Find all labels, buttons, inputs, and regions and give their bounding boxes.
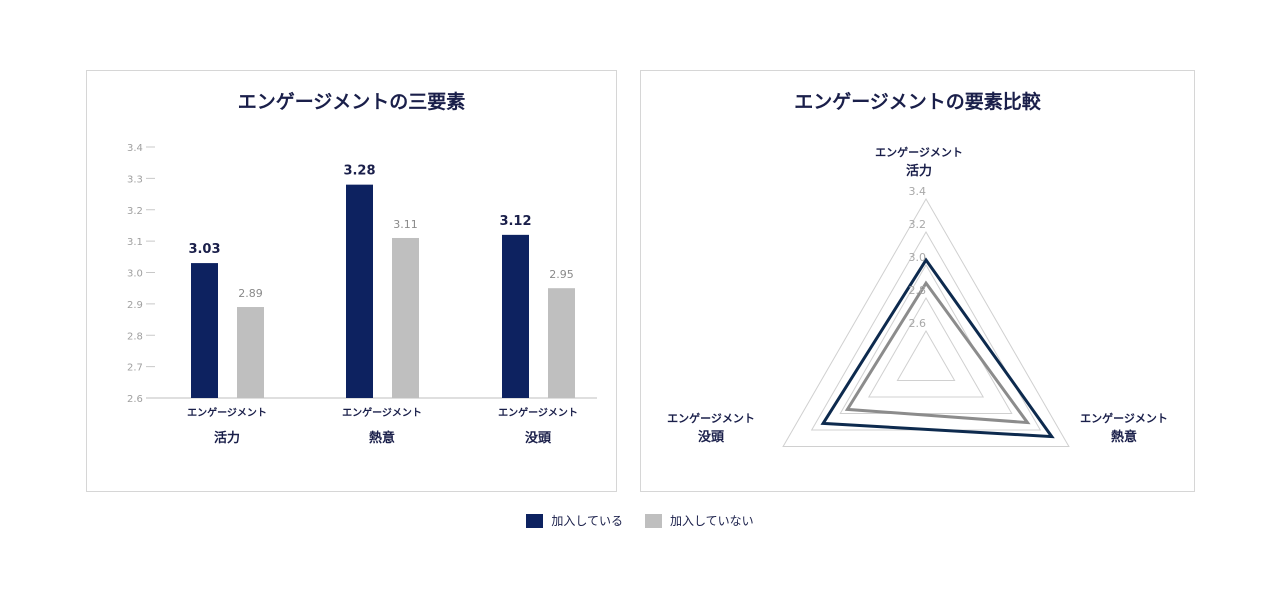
bar <box>346 184 373 398</box>
radar-axis-label: 没頭 <box>698 430 725 445</box>
radar-axis-label: 熱意 <box>1111 429 1137 445</box>
radar-series <box>820 257 1055 439</box>
bar <box>237 307 264 398</box>
radar-tick-label: 3.2 <box>909 218 927 231</box>
y-tick-label: 3.1 <box>127 237 143 248</box>
x-tick-label: 熱意 <box>369 430 395 446</box>
radar-gridline <box>867 297 985 398</box>
radar-gridline <box>896 329 956 381</box>
legend-swatch-not-joined <box>644 513 662 528</box>
y-tick-label: 3.0 <box>127 269 143 280</box>
radar-chart: 2.62.83.03.23.4エンゲージメント活力エンゲージメント熱意エンゲージ… <box>667 145 1168 447</box>
legend-label-joined: 加入している <box>551 514 623 528</box>
radar-tick-label: 2.6 <box>909 317 927 330</box>
legend-item-joined: 加入している <box>526 512 623 529</box>
bar-chart: 2.6 2.7 2.8 2.9 3.0 3.1 3.2 3.3 3.4 3.03 2.89 エンゲージ… <box>127 143 597 446</box>
radar-axis-label: エンゲージメント <box>875 145 963 159</box>
radar-tick-label: 3.4 <box>909 185 927 198</box>
bar <box>392 237 419 398</box>
y-tick-label: 2.7 <box>127 363 143 374</box>
data-label: 2.95 <box>549 268 574 281</box>
radar-tick-label: 3.0 <box>909 251 927 264</box>
legend: 加入している 加入していない <box>0 512 1280 529</box>
data-label: 2.89 <box>238 287 263 300</box>
y-tick-label: 3.3 <box>127 174 143 185</box>
y-tick-label: 3.4 <box>127 143 143 154</box>
bar-chart-panel: エンゲージメントの三要素 2.6 2.7 2.8 2.9 3.0 3.1 3.2 3.3 3.4… <box>86 70 617 492</box>
bar <box>502 234 529 398</box>
radar-axis-label: エンゲージメント <box>667 411 755 425</box>
bar <box>548 288 575 398</box>
radar-tick-label: 2.8 <box>909 284 927 297</box>
radar-series <box>844 280 1031 425</box>
legend-item-not-joined: 加入していない <box>644 512 754 529</box>
radar-axis-label: エンゲージメント <box>1080 411 1168 425</box>
data-label: 3.28 <box>343 164 375 179</box>
data-label: 3.11 <box>393 218 418 231</box>
y-tick-label: 2.8 <box>127 331 143 342</box>
bar-chart-title: エンゲージメントの三要素 <box>237 91 466 113</box>
x-tick-label: エンゲージメント <box>187 406 267 419</box>
legend-swatch-joined <box>526 513 544 528</box>
legend-label-not-joined: 加入していない <box>669 514 754 528</box>
radar-chart-panel: エンゲージメントの要素比較 2.6 2.8 3.0 3.2 3.4 エンゲージメント 活力エ… <box>640 70 1195 492</box>
radar-gridline <box>839 263 1013 414</box>
radar-gridline <box>782 198 1070 447</box>
x-tick-label: エンゲージメント <box>342 406 422 419</box>
data-label: 3.12 <box>499 214 531 229</box>
y-tick-label: 3.2 <box>127 206 143 217</box>
x-tick-label: 没頭 <box>525 431 552 446</box>
y-tick-label: 2.9 <box>127 300 143 311</box>
radar-axis-label: 活力 <box>906 163 932 179</box>
bar <box>191 263 218 398</box>
radar-chart-title: エンゲージメントの要素比較 <box>794 91 1041 113</box>
x-tick-label: エンゲージメント <box>498 406 578 419</box>
y-tick-label: 2.6 <box>127 394 143 405</box>
x-tick-label: 活力 <box>214 430 240 446</box>
data-label: 3.03 <box>188 242 220 257</box>
